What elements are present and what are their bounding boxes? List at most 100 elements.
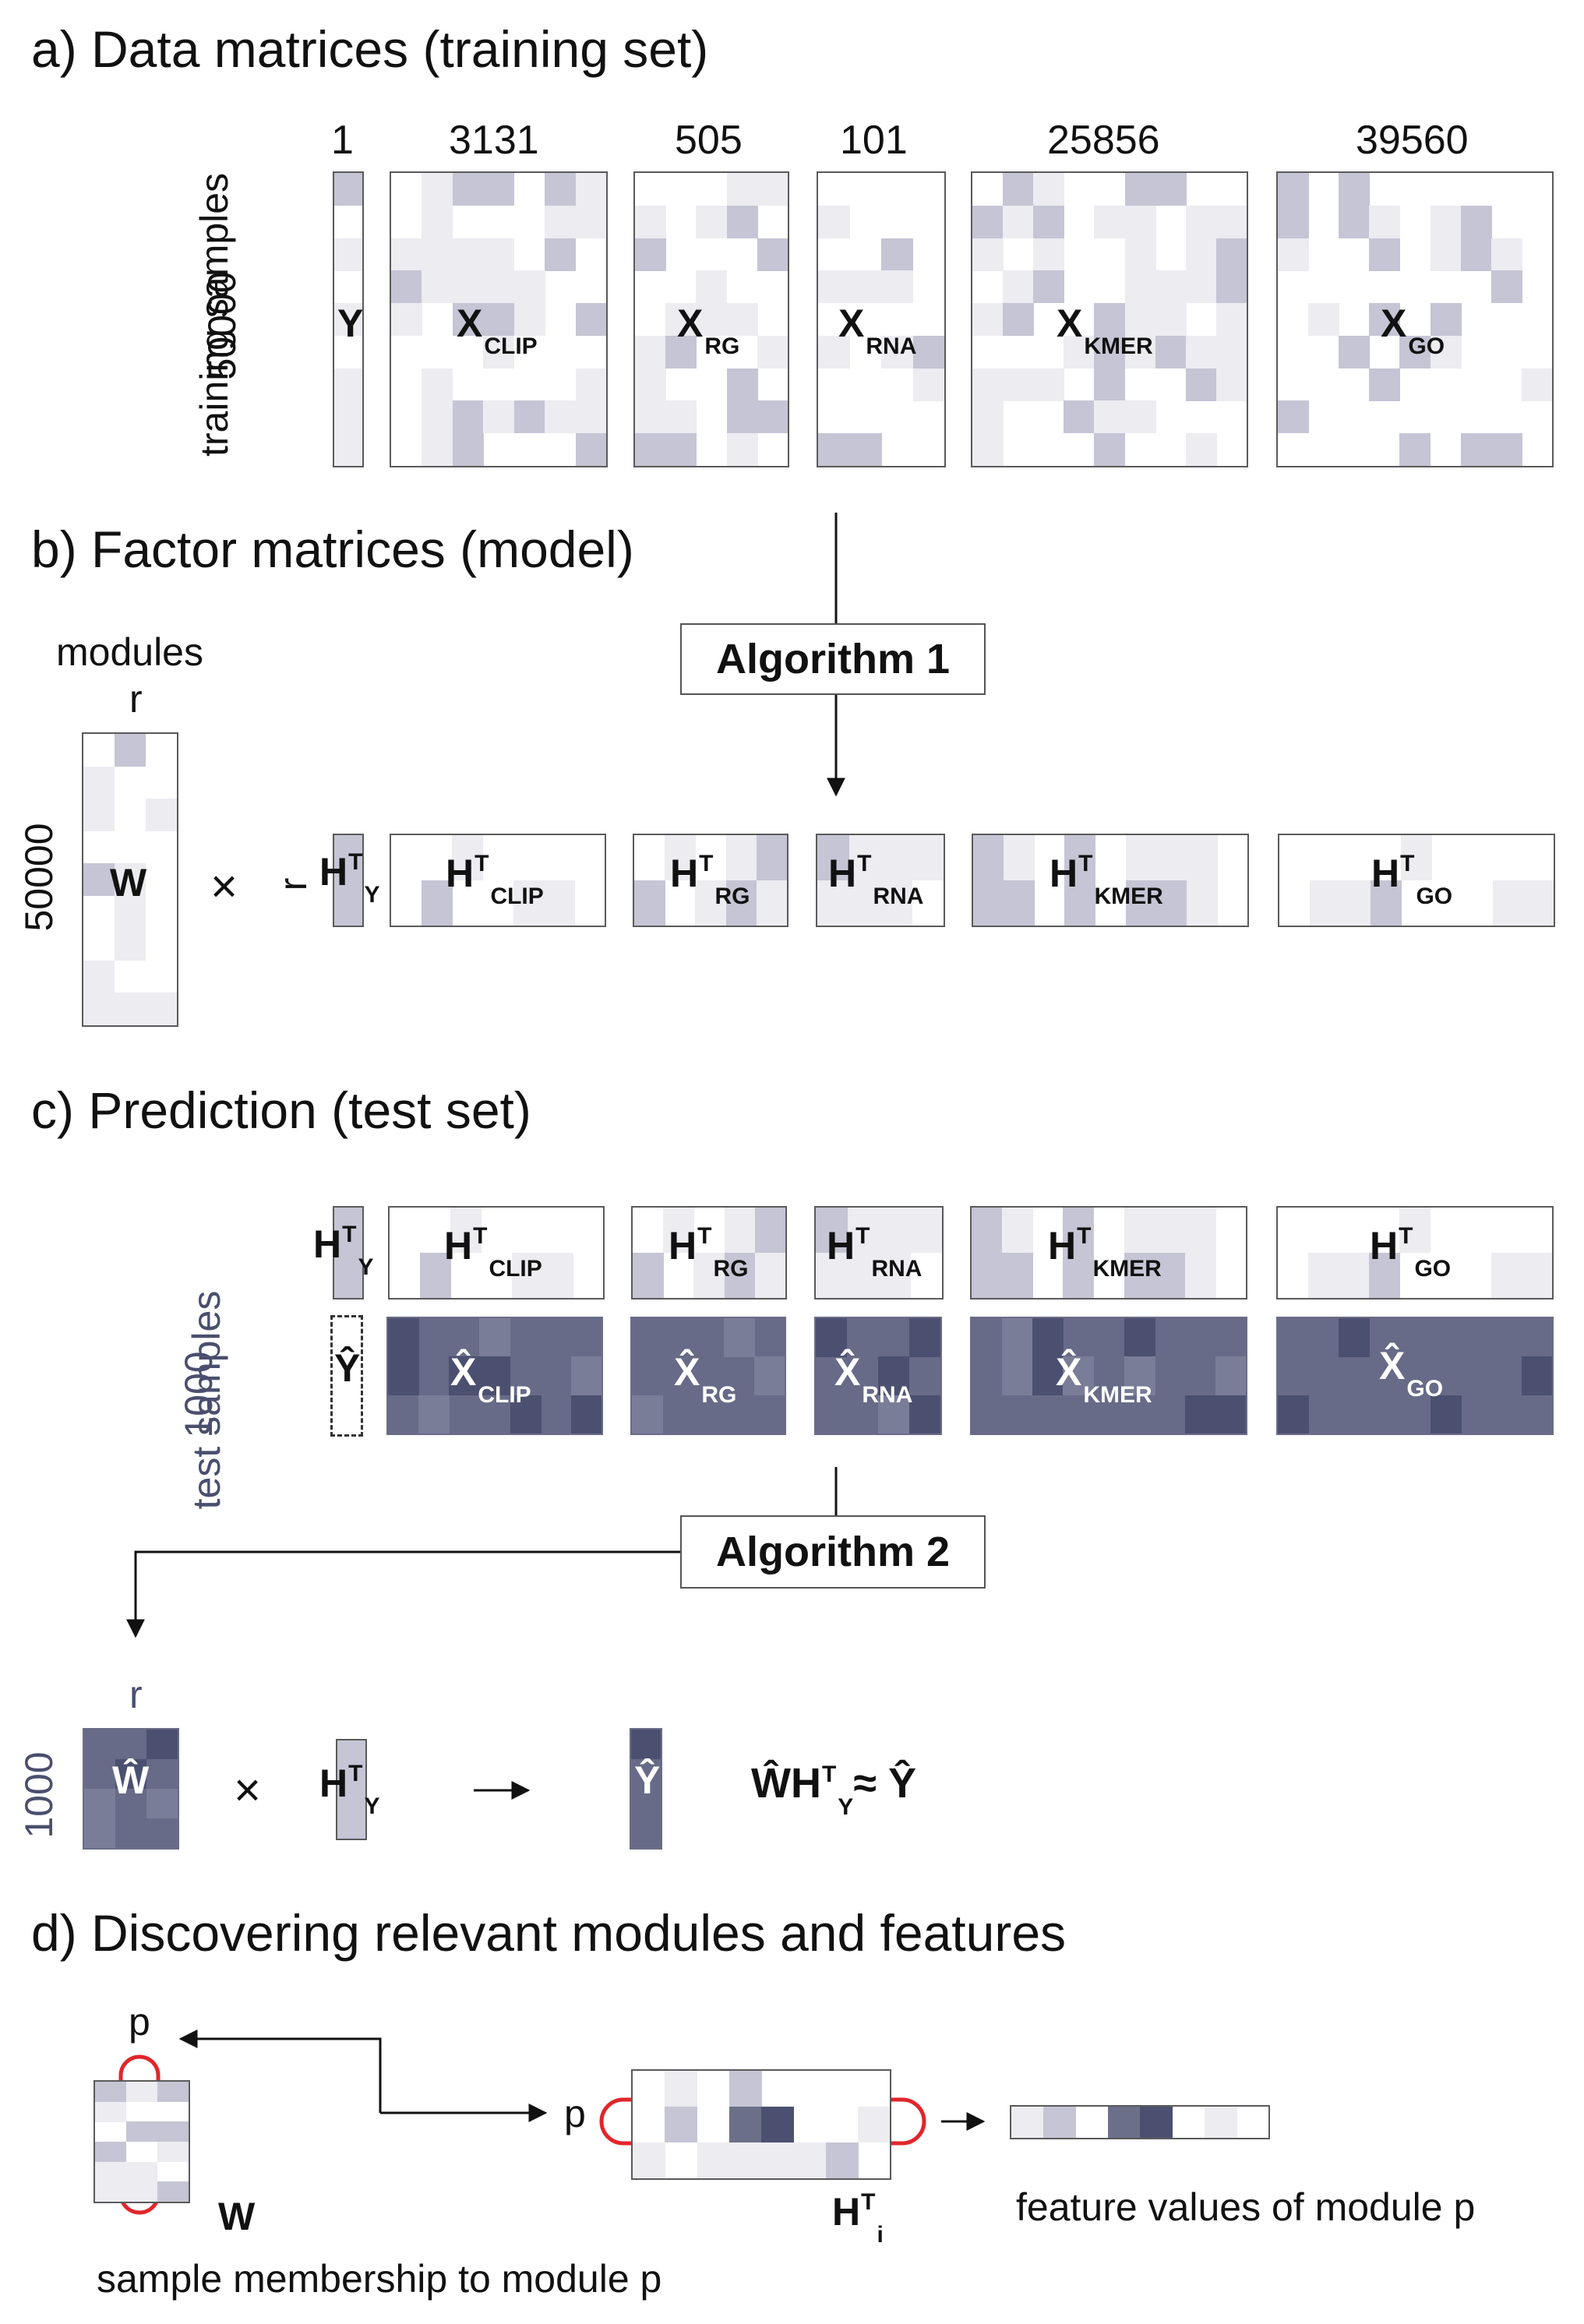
heatmap-cell — [1185, 205, 1217, 238]
heatmap-cell — [1369, 303, 1401, 337]
matrix-h-kmer: HTKMER — [970, 1206, 1247, 1300]
matrix-x-hat-rna: X̂RNA — [814, 1317, 942, 1435]
heatmap-cell — [570, 1395, 601, 1434]
heatmap-cell — [545, 400, 577, 434]
heatmap-cell — [483, 303, 515, 337]
matrix-label: X — [1057, 302, 1083, 345]
p-label: p — [129, 2000, 150, 2044]
heatmap-cell — [1215, 335, 1247, 369]
heatmap-cell — [575, 205, 606, 238]
heatmap-cell — [483, 270, 515, 304]
h-sub: i — [877, 2222, 884, 2248]
heatmap-cell — [816, 1208, 848, 1253]
heatmap-cell — [696, 205, 728, 238]
panel-a-title: a) Data matrices (training set) — [31, 20, 709, 78]
heatmap-cell — [757, 238, 788, 271]
matrix-h-rna: HTRNA — [816, 834, 945, 927]
heatmap-cell — [728, 2107, 762, 2142]
heatmap-cell — [1186, 835, 1218, 880]
matrix-h-go: HTGO — [1276, 1206, 1554, 1300]
h-sup: T — [1077, 1223, 1092, 1249]
algorithm-2-label: Algorithm 2 — [715, 1529, 950, 1575]
feature-values-row — [1010, 2105, 1270, 2139]
heatmap-cell — [1185, 238, 1217, 271]
h-label: H — [446, 852, 474, 895]
heatmap-cell — [912, 835, 944, 880]
heatmap-cell — [1278, 173, 1309, 206]
heatmap-cell — [95, 2181, 126, 2202]
heatmap-cell — [756, 880, 787, 926]
matrix-label: X — [677, 302, 704, 345]
heatmap-cell — [157, 2121, 189, 2142]
heatmap-cell — [146, 993, 177, 1025]
heatmap-cell — [126, 2082, 157, 2102]
heatmap-cell — [1491, 270, 1522, 304]
heatmap-cell — [665, 2107, 698, 2142]
heatmap-cell — [1185, 270, 1217, 304]
matrix-label: X — [457, 302, 483, 345]
matrix-subscript: GO — [1406, 1376, 1444, 1402]
heatmap-cell — [146, 799, 177, 832]
heatmap-cell — [1308, 1253, 1340, 1298]
heatmap-cell — [510, 1395, 542, 1434]
h-sub: KMER — [1094, 883, 1163, 909]
heatmap-cell — [483, 400, 515, 434]
dim-label: 1 — [331, 118, 354, 163]
heatmap-cell — [1063, 1208, 1095, 1253]
matrix-label: X̂ — [1056, 1350, 1082, 1394]
heatmap-cell — [146, 1789, 178, 1818]
heatmap-cell — [1124, 1318, 1155, 1357]
heatmap-cell — [483, 238, 515, 271]
h-sup: T — [348, 1761, 363, 1786]
h-label: H — [1050, 852, 1078, 895]
heatmap-cell — [115, 895, 146, 929]
heatmap-cell — [635, 205, 666, 238]
heatmap-cell — [634, 880, 665, 926]
matrix-h-go: HTGO — [1278, 834, 1555, 927]
heatmap-cell — [1460, 433, 1492, 466]
h-sub: RNA — [873, 883, 924, 909]
matrix-label: Ŵ — [112, 1758, 150, 1802]
matrix-h-y — [333, 834, 364, 927]
heatmap-cell — [575, 433, 606, 466]
matrix-label: X̂ — [674, 1350, 700, 1394]
heatmap-cell — [1094, 303, 1126, 337]
matrix-h-clip: HTCLIP — [388, 1206, 605, 1300]
heatmap-cell — [1003, 303, 1035, 337]
h-label: H — [313, 1222, 342, 1266]
matrix-h-rg: HTRG — [633, 834, 788, 927]
matrix-subscript: RG — [704, 333, 740, 359]
heatmap-cell — [513, 880, 545, 926]
heatmap-cell — [1460, 238, 1492, 271]
heatmap-cell — [575, 303, 606, 337]
matrix-y: Y — [333, 171, 364, 467]
heatmap-cell — [388, 1318, 419, 1357]
heatmap-cell — [1094, 368, 1126, 401]
heatmap-cell — [825, 2142, 859, 2178]
heatmap-cell — [756, 835, 787, 880]
matrix-x-hat-rg: X̂RG — [630, 1317, 786, 1435]
heatmap-cell — [879, 1208, 911, 1253]
panel-d-title: d) Discovering relevant modules and feat… — [31, 1904, 1067, 1962]
heatmap-cell — [635, 400, 666, 434]
heatmap-cell — [1184, 1253, 1216, 1298]
heatmap-cell — [1369, 1253, 1401, 1298]
heatmap-cell — [1215, 1395, 1246, 1434]
heatmap-cell — [1521, 1253, 1552, 1298]
heatmap-cell — [1124, 1356, 1155, 1396]
heatmap-cell — [1043, 2107, 1077, 2138]
heatmap-cell — [1124, 238, 1156, 271]
heatmap-cell — [1154, 1253, 1186, 1298]
heatmap-cell — [1521, 1356, 1552, 1396]
heatmap-cell — [1004, 880, 1035, 926]
matrix-subscript: RNA — [866, 333, 917, 359]
heatmap-cell — [632, 1395, 663, 1434]
heatmap-cell — [635, 335, 666, 369]
heatmap-cell — [1002, 1356, 1034, 1396]
heatmap-cell — [1003, 368, 1035, 401]
heatmap-cell — [1340, 880, 1372, 926]
heatmap-cell — [881, 238, 913, 271]
matrix-x-kmer: XKMER — [971, 171, 1248, 467]
heatmap-cell — [912, 335, 944, 369]
heatmap-cell — [422, 880, 453, 926]
